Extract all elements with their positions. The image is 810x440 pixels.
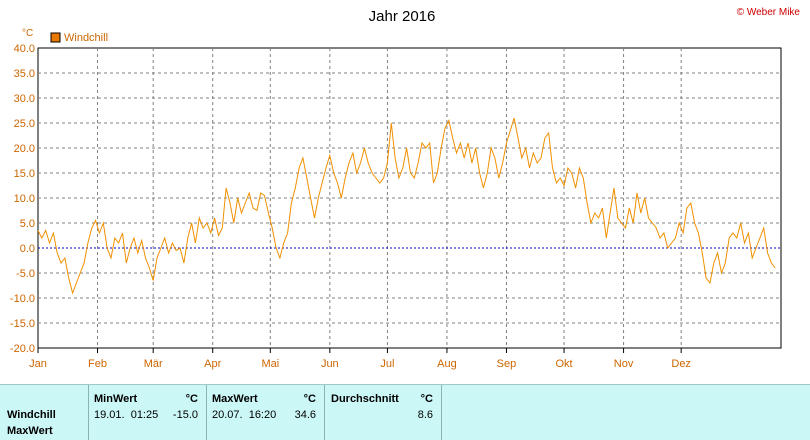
x-tick-label: Jun: [321, 358, 339, 370]
x-tick-label: Mär: [144, 358, 163, 370]
min-header: MinWert: [94, 393, 138, 405]
stats-row-label: Windchill: [7, 409, 56, 421]
y-tick-label: 5.0: [20, 218, 35, 230]
max-unit: °C: [303, 393, 316, 405]
min-unit: °C: [185, 393, 198, 405]
y-tick-label: 0.0: [20, 243, 35, 255]
copyright-label: © Weber Mike: [737, 7, 801, 18]
x-axis: Jan Feb Mär Apr Mai Jun Jul Aug Sep Okt Nov Dez: [29, 348, 691, 370]
y-tick-label: -5.0: [16, 268, 35, 280]
x-tick-label: Sep: [497, 358, 517, 370]
x-tick-label: Jan: [29, 358, 47, 370]
x-tick-label: Dez: [671, 358, 691, 370]
stats-max-cell: MaxWert °C 20.07. 16:20 34.6: [207, 385, 325, 440]
y-tick-label: 30.0: [14, 93, 35, 105]
y-tick-label: -20.0: [10, 343, 35, 355]
chart: Jahr 2016 © Weber Mike °C Windchill 40.0…: [10, 7, 801, 370]
stats-label-cell: Windchill MaxWert: [0, 385, 89, 440]
x-tick-label: Aug: [437, 358, 457, 370]
avg-value: 8.6: [417, 409, 433, 421]
x-tick-label: Feb: [88, 358, 107, 370]
x-tick-label: Apr: [204, 358, 221, 370]
y-tick-label: 40.0: [14, 43, 35, 55]
x-tick-label: Okt: [555, 358, 572, 370]
y-tick-label: 10.0: [14, 193, 35, 205]
y-tick-label: 35.0: [14, 68, 35, 80]
y-tick-label: -10.0: [10, 293, 35, 305]
stats-row-label: MaxWert: [7, 425, 53, 437]
avg-header: Durchschnitt: [331, 393, 399, 405]
y-tick-label: -15.0: [10, 318, 35, 330]
y-tick-label: 15.0: [14, 168, 35, 180]
series-windchill-line: [37, 117, 776, 295]
legend-swatch: [50, 32, 61, 43]
y-axis: 40.0 35.0 30.0 25.0 20.0 15.0 10.0 5.0 0.0 -5.0 -1…: [10, 43, 35, 355]
stats-panel: Windchill MaxWert MinWert °C 19.01. 01:2…: [0, 384, 810, 440]
min-date: 19.01. 01:25: [94, 409, 159, 421]
y-axis-unit: °C: [22, 28, 33, 39]
legend-label: Windchill: [64, 32, 108, 44]
min-value: -15.0: [172, 409, 198, 421]
chart-title: Jahr 2016: [369, 8, 436, 25]
stats-min-cell: MinWert °C 19.01. 01:25 -15.0: [89, 385, 207, 440]
legend: Windchill: [50, 32, 108, 44]
max-date: 20.07. 16:20: [212, 409, 277, 421]
max-header: MaxWert: [212, 393, 258, 405]
x-tick-label: Jul: [380, 358, 394, 370]
stats-avg-cell: Durchschnitt °C 8.6: [325, 385, 442, 440]
y-tick-label: 20.0: [14, 143, 35, 155]
max-value: 34.6: [294, 409, 316, 421]
grid: [38, 48, 781, 348]
x-tick-label: Mai: [261, 358, 279, 370]
y-tick-label: 25.0: [14, 118, 35, 130]
x-tick-label: Nov: [614, 358, 634, 370]
avg-unit: °C: [420, 393, 433, 405]
